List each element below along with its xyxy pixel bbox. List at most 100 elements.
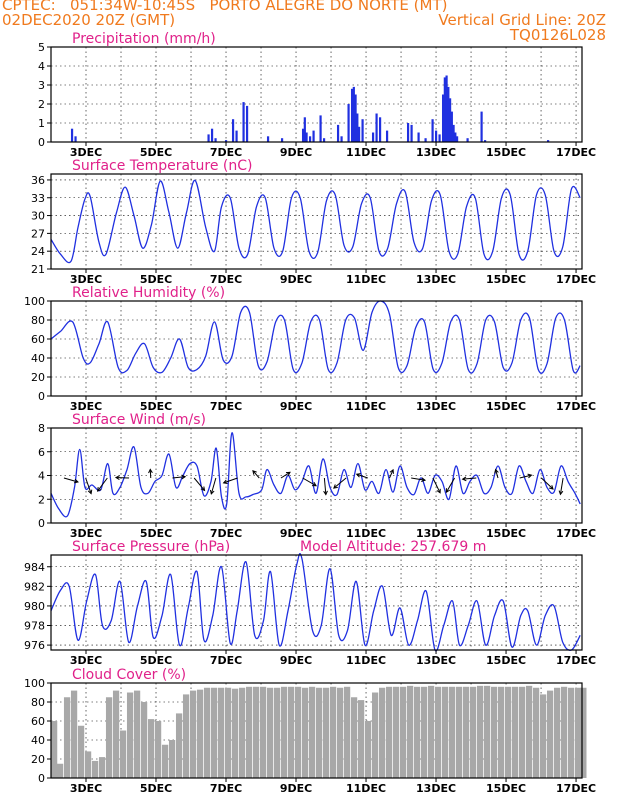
cloud-bar <box>357 700 365 778</box>
wind-arrow-head <box>436 488 441 494</box>
x-tick-label: 11DEC <box>346 146 386 159</box>
cloud-bar <box>98 757 106 778</box>
cloud-bar <box>329 686 337 778</box>
wind-arrow-head <box>200 486 206 492</box>
wind-arrow <box>210 477 217 495</box>
panel-frame <box>50 682 583 779</box>
wind-arrow-head <box>333 484 338 489</box>
x-tick-label: 7DEC <box>210 527 242 540</box>
precip-bar <box>350 88 354 142</box>
cloud-bar <box>56 763 64 778</box>
cloud-bar <box>91 760 99 778</box>
x-tick-label: 15DEC <box>486 654 526 667</box>
x-tick-label: 13DEC <box>416 527 456 540</box>
wind-arrow-head <box>181 474 187 480</box>
y-tick-label: 0 <box>38 136 45 149</box>
panel-frame <box>50 46 583 143</box>
wind-arrow <box>432 477 441 494</box>
precip-bar <box>280 138 284 142</box>
cloud-bar <box>51 721 58 778</box>
cloud-bar <box>413 686 421 778</box>
cloud-bar <box>378 687 386 778</box>
cloud-bar <box>224 687 232 778</box>
header-date-line: 02DEC2020 20Z (GMT) <box>2 11 176 29</box>
panel-title: Precipitation (mm/h) <box>72 31 216 47</box>
series-line <box>50 300 581 374</box>
wind-arrow-head <box>209 489 215 495</box>
cloud-bar <box>287 686 295 778</box>
x-tick-label: 13DEC <box>416 654 456 667</box>
precip-bar <box>242 102 245 142</box>
precip-bar <box>74 136 77 142</box>
precip-bar <box>434 130 438 142</box>
y-tick-label: 0 <box>38 517 45 530</box>
x-tick-label: 5DEC <box>140 527 172 540</box>
wind-arrow-head <box>252 469 257 475</box>
x-tick-label: 3DEC <box>70 782 102 795</box>
precip-bar <box>312 130 315 142</box>
precip-bar <box>347 104 350 142</box>
x-tick-label: 17DEC <box>556 400 596 413</box>
panel-title: Surface Temperature (nC) <box>72 158 253 174</box>
wind-arrow <box>323 477 327 495</box>
x-tick-label: 5DEC <box>140 273 172 286</box>
precip-bar <box>336 124 340 142</box>
precip-bar <box>375 113 378 142</box>
precip-bar <box>466 138 469 142</box>
precip-bar <box>480 111 483 142</box>
cloud-bar <box>140 702 148 778</box>
cloud-bar <box>434 686 442 778</box>
wind-arrow-head <box>558 490 564 496</box>
x-tick-label: 15DEC <box>486 782 526 795</box>
y-tick-label: 21 <box>31 263 45 276</box>
wind-arrow <box>280 471 291 479</box>
precip-bar <box>443 77 446 142</box>
precip-bar <box>266 136 270 142</box>
precip-bar <box>231 119 235 142</box>
cloud-bar <box>364 721 372 778</box>
y-tick-label: 24 <box>31 245 45 258</box>
cloud-bar <box>238 687 246 778</box>
x-tick-label: 11DEC <box>346 400 386 413</box>
panel-2 <box>47 300 583 400</box>
wind-arrow <box>193 477 205 491</box>
cloud-bar <box>217 687 225 778</box>
precip-bar <box>455 136 459 142</box>
wind-arrow <box>97 477 108 492</box>
cloud-bar <box>182 694 190 778</box>
wind-arrow <box>389 469 394 479</box>
wind-arrow <box>63 477 79 483</box>
cloud-bar <box>112 690 120 778</box>
wind-arrow-head <box>285 471 291 477</box>
y-tick-label: 978 <box>24 620 45 633</box>
precip-bar <box>371 132 375 142</box>
y-tick-label: 4 <box>38 60 45 73</box>
precip-bar <box>445 75 448 142</box>
cloud-bar <box>518 686 526 778</box>
panel-title: Surface Wind (m/s) <box>72 412 206 428</box>
wind-arrow-head <box>312 482 317 487</box>
cloud-bar <box>315 687 323 778</box>
wind-arrow <box>495 469 499 479</box>
x-tick-label: 13DEC <box>416 782 456 795</box>
precip-bar <box>452 124 455 142</box>
y-tick-label: 3 <box>38 79 45 92</box>
wind-arrow-head <box>114 475 120 480</box>
y-tick-label: 8 <box>38 422 45 435</box>
x-tick-label: 7DEC <box>210 654 242 667</box>
precip-bar <box>352 86 355 142</box>
y-tick-label: 0 <box>38 772 45 785</box>
wind-arrow <box>333 477 347 489</box>
y-tick-label: 33 <box>31 192 45 205</box>
x-tick-label: 5DEC <box>140 400 172 413</box>
wind-arrow <box>411 477 426 481</box>
x-tick-label: 11DEC <box>346 782 386 795</box>
panel-frame <box>50 554 583 651</box>
wind-arrow <box>445 477 456 493</box>
series-line <box>50 553 581 652</box>
precip-bar <box>303 117 306 142</box>
wind-arrow <box>462 477 477 480</box>
cloud-bar <box>77 725 85 778</box>
cloud-bar <box>399 686 407 778</box>
cloud-bar <box>525 685 533 778</box>
